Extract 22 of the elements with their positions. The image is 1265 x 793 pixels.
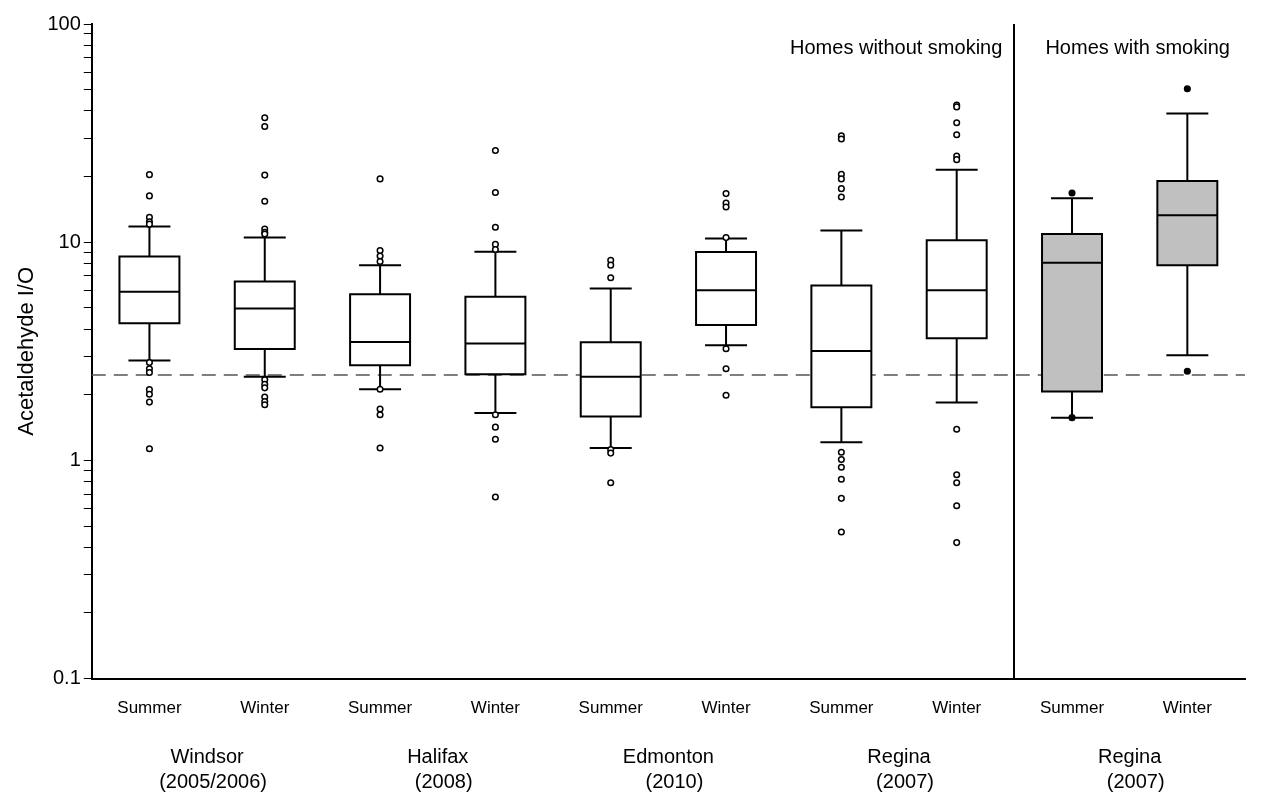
text: Halifax (2008) xyxy=(407,744,473,792)
y-tick-label: 0.1 xyxy=(52,666,81,689)
annotation: Homes without smoking xyxy=(790,36,1003,58)
y-axis-title: Acetaldehyde I/O xyxy=(13,266,39,436)
y-tick-label: 100 xyxy=(47,11,81,34)
x-tick-label: Summer xyxy=(809,698,874,718)
y-tick-label: 10 xyxy=(58,229,81,252)
annotation: Homes with smoking xyxy=(1045,36,1230,58)
text: Windsor (2005/2006) xyxy=(159,744,268,792)
x-tick-label: Summer xyxy=(347,698,413,718)
y-tick-label: 1 xyxy=(69,447,81,470)
x-tick-label: Summer xyxy=(1039,698,1105,718)
x-tick-label: Winter xyxy=(470,698,521,718)
text: Edmonton (2010) xyxy=(622,744,714,792)
x-tick-label: Winter xyxy=(240,698,290,718)
x-tick-label: Winter xyxy=(701,698,751,718)
x-tick-label: Summer xyxy=(117,698,182,718)
x-tick-label: Summer xyxy=(578,698,644,718)
text: Regina (2007) xyxy=(867,744,934,792)
x-tick-label: Winter xyxy=(932,698,982,718)
x-tick-label: Winter xyxy=(1162,698,1213,718)
text: Regina (2007) xyxy=(1097,744,1165,792)
